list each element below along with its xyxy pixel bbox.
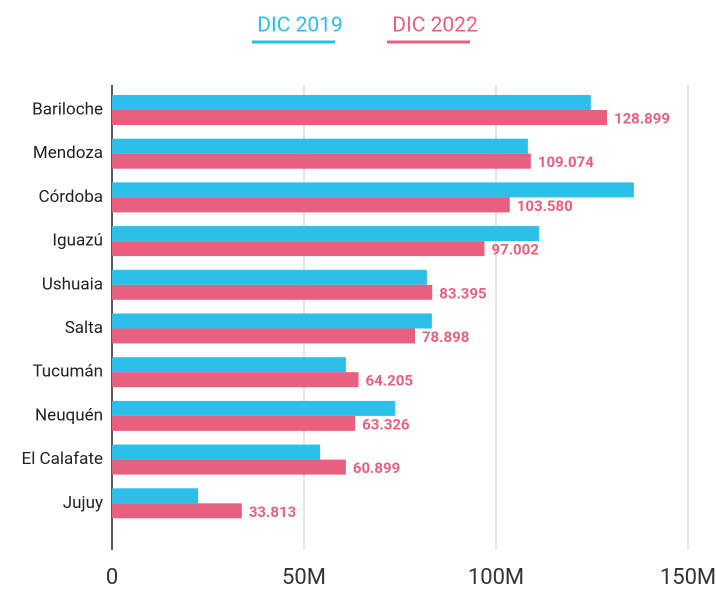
y-tick-label: Salta [65, 318, 103, 338]
legend-label: DIC 2022 [392, 14, 478, 38]
bar [112, 444, 321, 460]
bar [112, 110, 607, 125]
y-tick-label: Bariloche [32, 99, 103, 119]
bar [112, 415, 356, 431]
bar [112, 400, 396, 416]
bar [112, 182, 634, 198]
bar [112, 241, 485, 257]
x-tick-label: 50M [282, 565, 326, 589]
x-tick-label: 0 [106, 565, 118, 589]
bar [112, 372, 359, 388]
legend-label: DIC 2019 [257, 14, 343, 38]
data-label: 83.395 [439, 284, 486, 302]
y-tick-label: Neuquén [35, 405, 103, 425]
y-tick-label: Córdoba [39, 187, 103, 207]
data-label: 60.899 [353, 459, 400, 477]
bar [112, 328, 415, 344]
y-tick-label: El Calafate [22, 449, 103, 469]
bar [112, 269, 427, 285]
bar [112, 197, 510, 213]
bar [112, 95, 591, 110]
x-tick-label: 100M [468, 565, 524, 589]
data-label: 109.074 [538, 153, 594, 171]
data-label: 103.580 [517, 197, 573, 215]
data-label: 33.813 [249, 503, 296, 521]
bar [112, 459, 346, 475]
bar [112, 153, 531, 169]
y-tick-label: Ushuaia [42, 274, 103, 294]
y-tick-label: Mendoza [33, 143, 103, 163]
data-label: 64.205 [366, 372, 413, 390]
data-label: 63.326 [362, 415, 410, 433]
bar [112, 488, 199, 504]
bar [112, 313, 432, 329]
data-label: 78.898 [422, 328, 469, 346]
y-tick-label: Tucumán [32, 362, 103, 382]
bar [112, 226, 540, 242]
bar [112, 138, 528, 154]
y-tick-label: Iguazú [52, 231, 103, 251]
x-tick-label: 150M [660, 565, 716, 589]
data-label: 97.002 [491, 241, 539, 259]
data-label: 128.899 [614, 109, 670, 127]
bar [112, 284, 433, 300]
bar [112, 503, 242, 519]
bar [112, 357, 346, 373]
y-tick-label: Jujuy [63, 493, 103, 513]
